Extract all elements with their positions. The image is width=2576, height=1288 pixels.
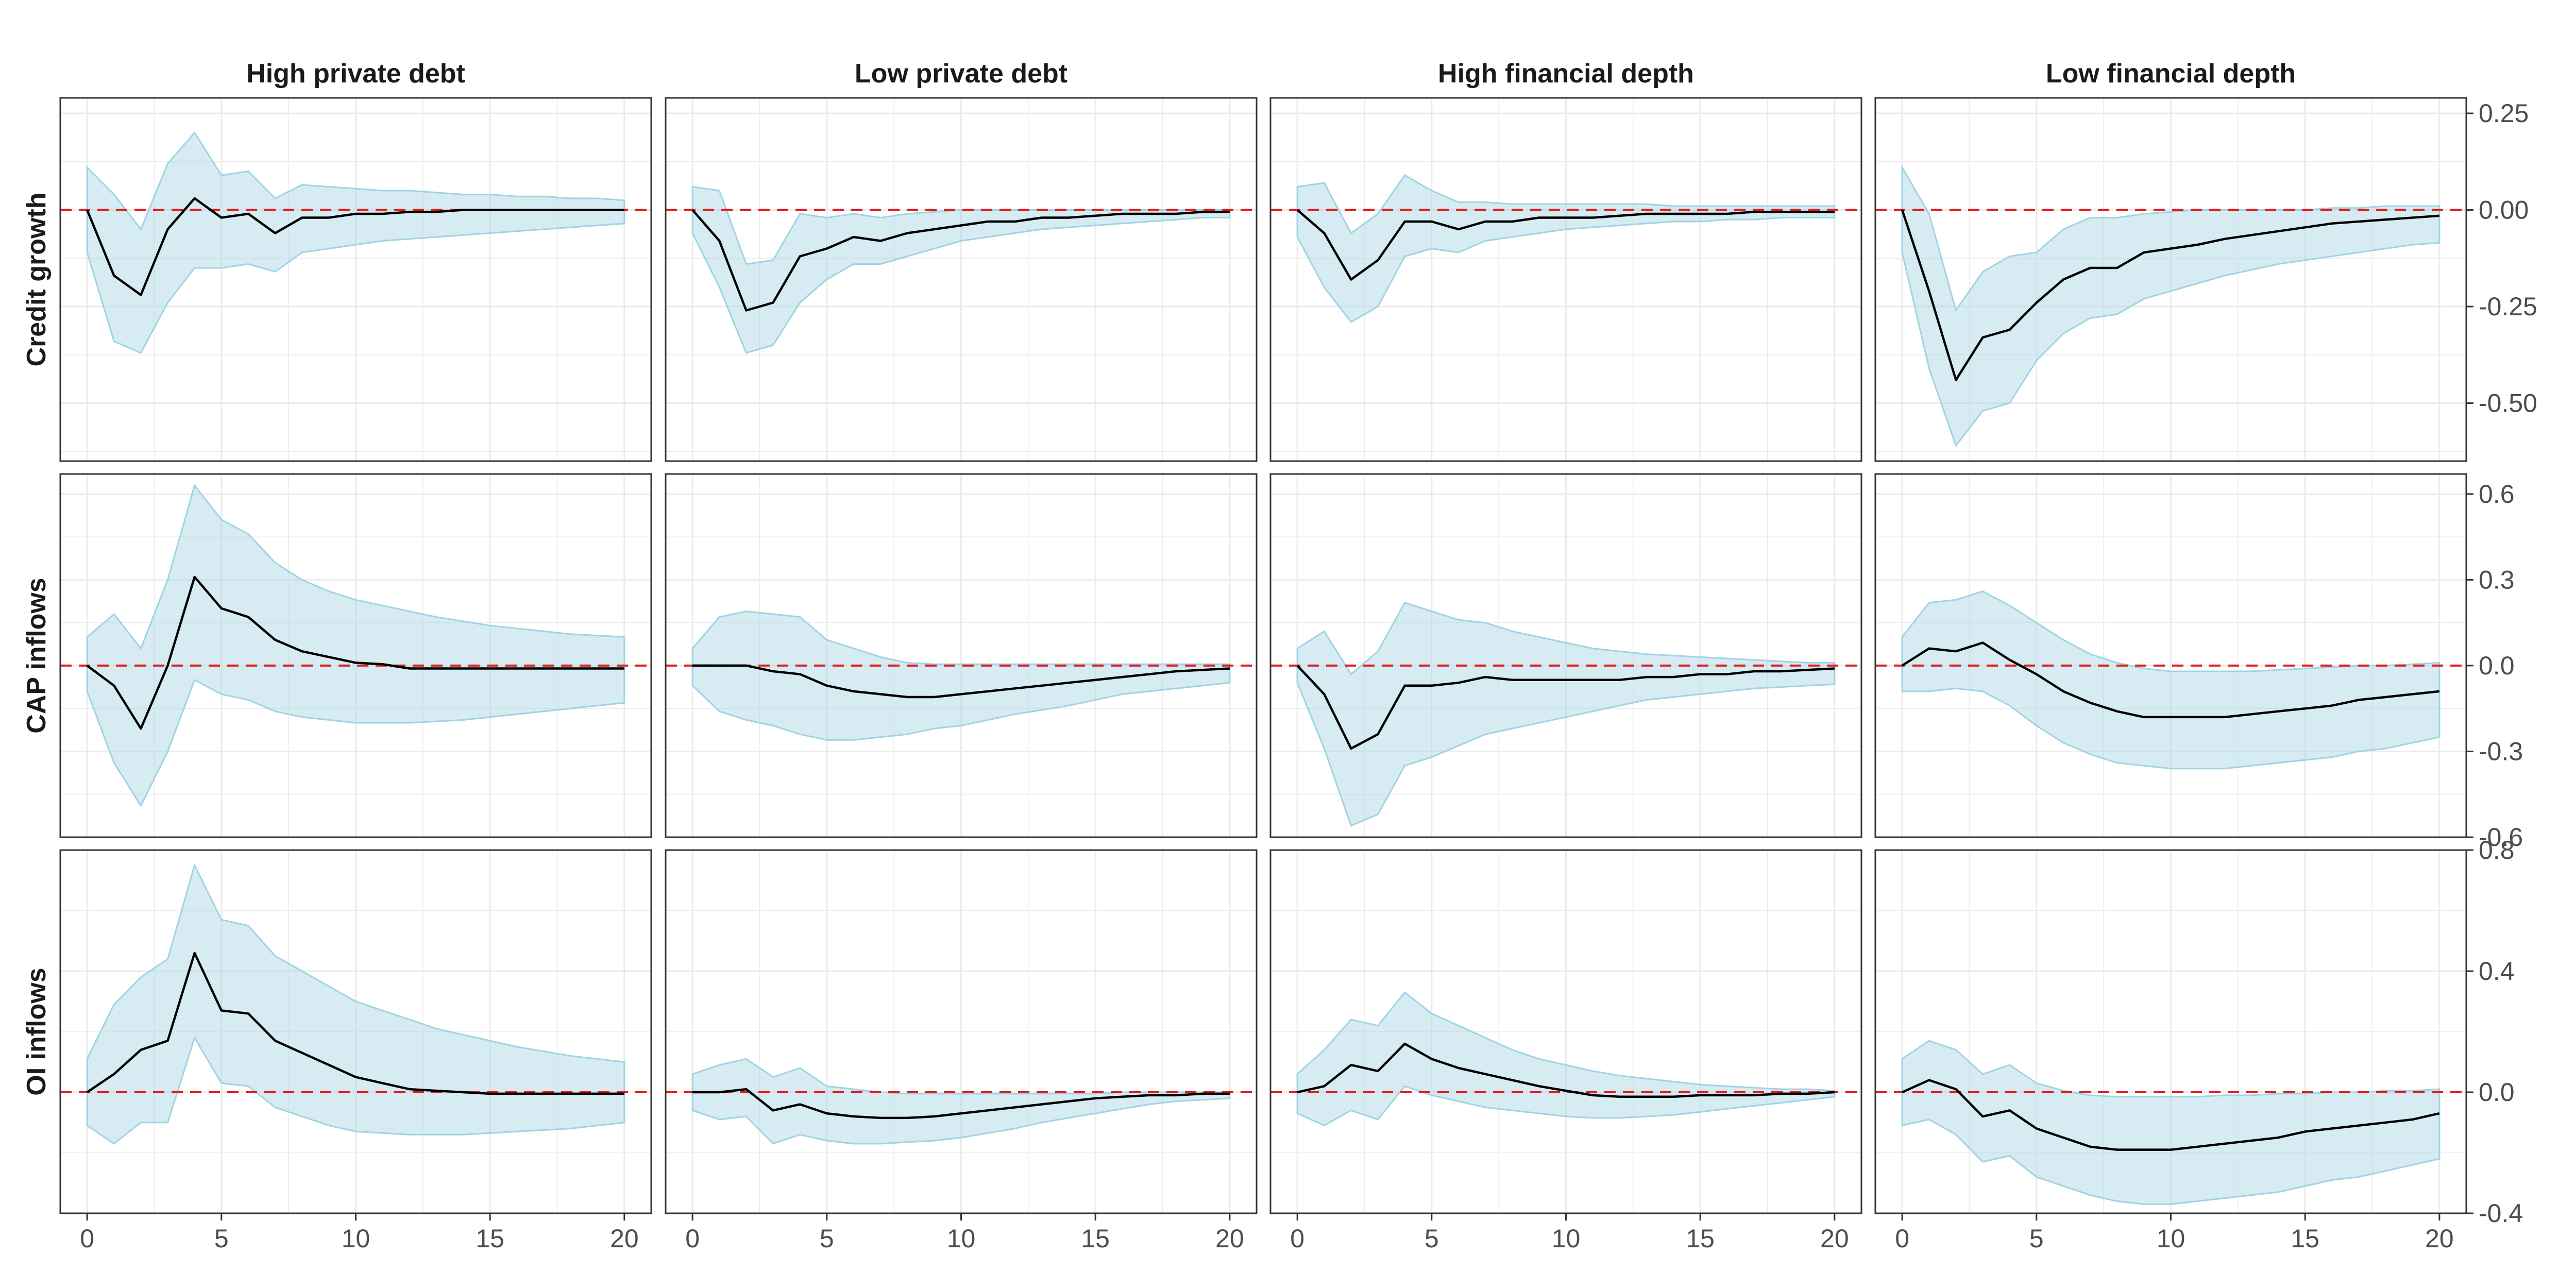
confidence-band [86, 131, 625, 354]
response-line [692, 1088, 1230, 1120]
y-tick-label: 0.4 [2479, 957, 2515, 986]
y-tick-label: -0.25 [2479, 292, 2537, 321]
x-tick-label: 5 [214, 1224, 229, 1253]
row-title: Credit growth [22, 193, 52, 367]
confidence-band [691, 185, 1231, 354]
x-tick-label: 10 [1552, 1224, 1581, 1253]
panel-border [1874, 473, 2467, 838]
x-tick-label: 20 [1215, 1224, 1244, 1253]
y-tick-label: 0.00 [2479, 196, 2529, 225]
x-tick-label: 5 [2029, 1224, 2044, 1253]
x-tick-label: 15 [2291, 1224, 2319, 1253]
x-tick-label: 5 [820, 1224, 834, 1253]
x-tick-label: 15 [1081, 1224, 1110, 1253]
confidence-band [86, 483, 625, 807]
column-title: Low private debt [855, 59, 1067, 89]
response-line [691, 209, 1230, 312]
row-title: OI inflows [22, 968, 52, 1095]
response-line [1296, 209, 1835, 281]
response-line [86, 952, 624, 1095]
x-tick-label: 10 [2157, 1224, 2185, 1253]
confidence-band [691, 610, 1231, 741]
x-tick-label: 15 [1686, 1224, 1715, 1253]
response-line [1297, 1042, 1835, 1098]
confidence-band [1296, 174, 1836, 323]
y-tick-label: -0.6 [2479, 823, 2523, 852]
x-tick-label: 20 [610, 1224, 639, 1253]
y-tick-label: 0.0 [2479, 651, 2515, 680]
response-line [1902, 1079, 2440, 1151]
panel-border [665, 97, 1258, 462]
response-line [1296, 665, 1835, 750]
x-tick-label: 20 [1820, 1224, 1849, 1253]
y-tick-label: 0.0 [2479, 1078, 2515, 1107]
response-line [86, 575, 624, 730]
y-tick-label: -0.3 [2479, 737, 2523, 766]
panel-border [59, 473, 652, 838]
x-tick-label: 10 [342, 1224, 370, 1253]
panel-border [1269, 473, 1862, 838]
column-title: High private debt [246, 59, 465, 89]
y-tick-label: 0.25 [2479, 99, 2529, 128]
y-tick-label: -0.50 [2479, 389, 2537, 418]
panel-border [1269, 97, 1862, 462]
x-tick-label: 0 [1290, 1224, 1304, 1253]
y-tick-label: 0.3 [2479, 565, 2515, 594]
confidence-band [1901, 1040, 2441, 1205]
y-tick-label: 0.6 [2479, 480, 2515, 509]
column-title: Low financial depth [2046, 59, 2296, 89]
panel-border [1874, 97, 2467, 462]
panel-border [59, 97, 652, 462]
x-tick-label: 0 [1895, 1224, 1909, 1253]
confidence-band [1901, 164, 2441, 448]
y-tick-label: -0.4 [2479, 1199, 2523, 1228]
x-tick-label: 20 [2425, 1224, 2454, 1253]
y-tick-label: 0.8 [2479, 836, 2515, 865]
confidence-band [1901, 590, 2441, 770]
response-line [1901, 641, 2440, 719]
x-tick-label: 0 [80, 1224, 94, 1253]
response-line [1901, 209, 2440, 381]
row-title: CAP inflows [22, 578, 52, 733]
column-title: High financial depth [1438, 59, 1694, 89]
x-tick-label: 0 [685, 1224, 700, 1253]
x-tick-label: 5 [1425, 1224, 1439, 1253]
x-tick-label: 15 [476, 1224, 504, 1253]
response-line [692, 664, 1230, 699]
confidence-band [86, 863, 625, 1145]
response-line [86, 197, 624, 296]
x-tick-label: 10 [947, 1224, 976, 1253]
panel-border [665, 473, 1258, 838]
confidence-band [1296, 601, 1836, 827]
